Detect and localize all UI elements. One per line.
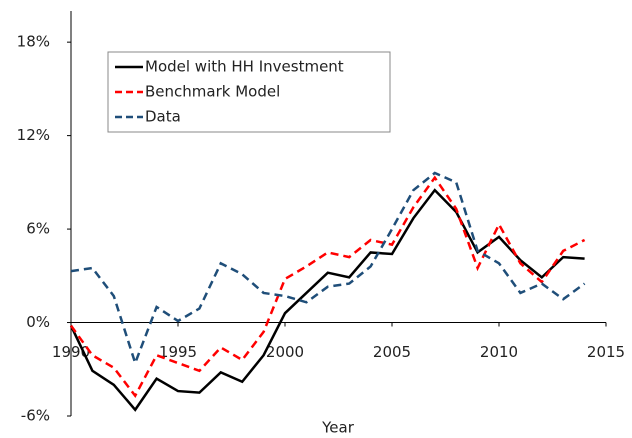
x-tick-label: 2015 bbox=[587, 343, 625, 361]
x-axis-label: Year bbox=[321, 419, 355, 437]
x-tick-label: 1995 bbox=[159, 343, 197, 361]
y-tick-label: 18% bbox=[17, 33, 50, 51]
x-tick-label: 2010 bbox=[480, 343, 518, 361]
y-tick-label: 12% bbox=[17, 126, 50, 144]
line-series bbox=[69, 188, 585, 412]
legend-label: Benchmark Model bbox=[145, 83, 280, 101]
legend-label: Data bbox=[145, 108, 181, 126]
legend-box bbox=[107, 51, 391, 133]
y-tick-label: 6% bbox=[26, 220, 50, 238]
y-tick-label: -6% bbox=[21, 407, 50, 425]
y-tick-label: 0% bbox=[26, 313, 50, 331]
legend-label: Model with HH Investment bbox=[145, 58, 344, 76]
line-series bbox=[70, 171, 586, 367]
x-tick-label: 2000 bbox=[266, 343, 304, 361]
x-tick-label: 2005 bbox=[373, 343, 411, 361]
